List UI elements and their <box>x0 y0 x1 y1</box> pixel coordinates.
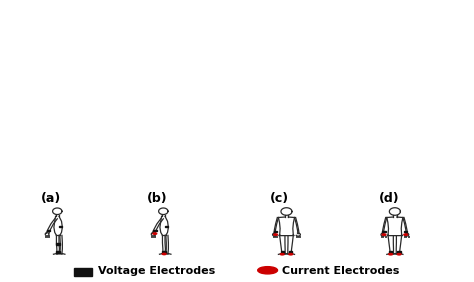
Bar <box>74 268 92 276</box>
Ellipse shape <box>153 233 157 234</box>
Ellipse shape <box>280 254 284 255</box>
Ellipse shape <box>404 234 408 235</box>
Text: (c): (c) <box>270 192 290 205</box>
Bar <box>47 230 51 231</box>
Text: (a): (a) <box>41 192 62 205</box>
Ellipse shape <box>389 254 392 255</box>
Bar <box>153 230 156 231</box>
Bar <box>383 231 386 232</box>
Bar <box>289 251 292 253</box>
Bar <box>274 231 277 232</box>
Bar <box>59 226 62 228</box>
Ellipse shape <box>258 267 277 274</box>
Text: (d): (d) <box>379 192 400 205</box>
Bar <box>56 243 60 244</box>
Bar <box>397 251 401 253</box>
Bar <box>389 251 392 253</box>
Text: (b): (b) <box>147 192 168 205</box>
Ellipse shape <box>289 254 292 255</box>
Bar <box>404 231 408 232</box>
Bar <box>56 251 60 253</box>
Ellipse shape <box>162 253 166 255</box>
Ellipse shape <box>382 234 386 235</box>
Text: Current Electrodes: Current Electrodes <box>282 266 399 276</box>
Ellipse shape <box>273 234 278 235</box>
Bar <box>164 226 168 228</box>
Bar <box>281 251 284 253</box>
Bar <box>163 251 166 253</box>
Text: Voltage Electrodes: Voltage Electrodes <box>98 266 215 276</box>
Ellipse shape <box>397 254 401 255</box>
